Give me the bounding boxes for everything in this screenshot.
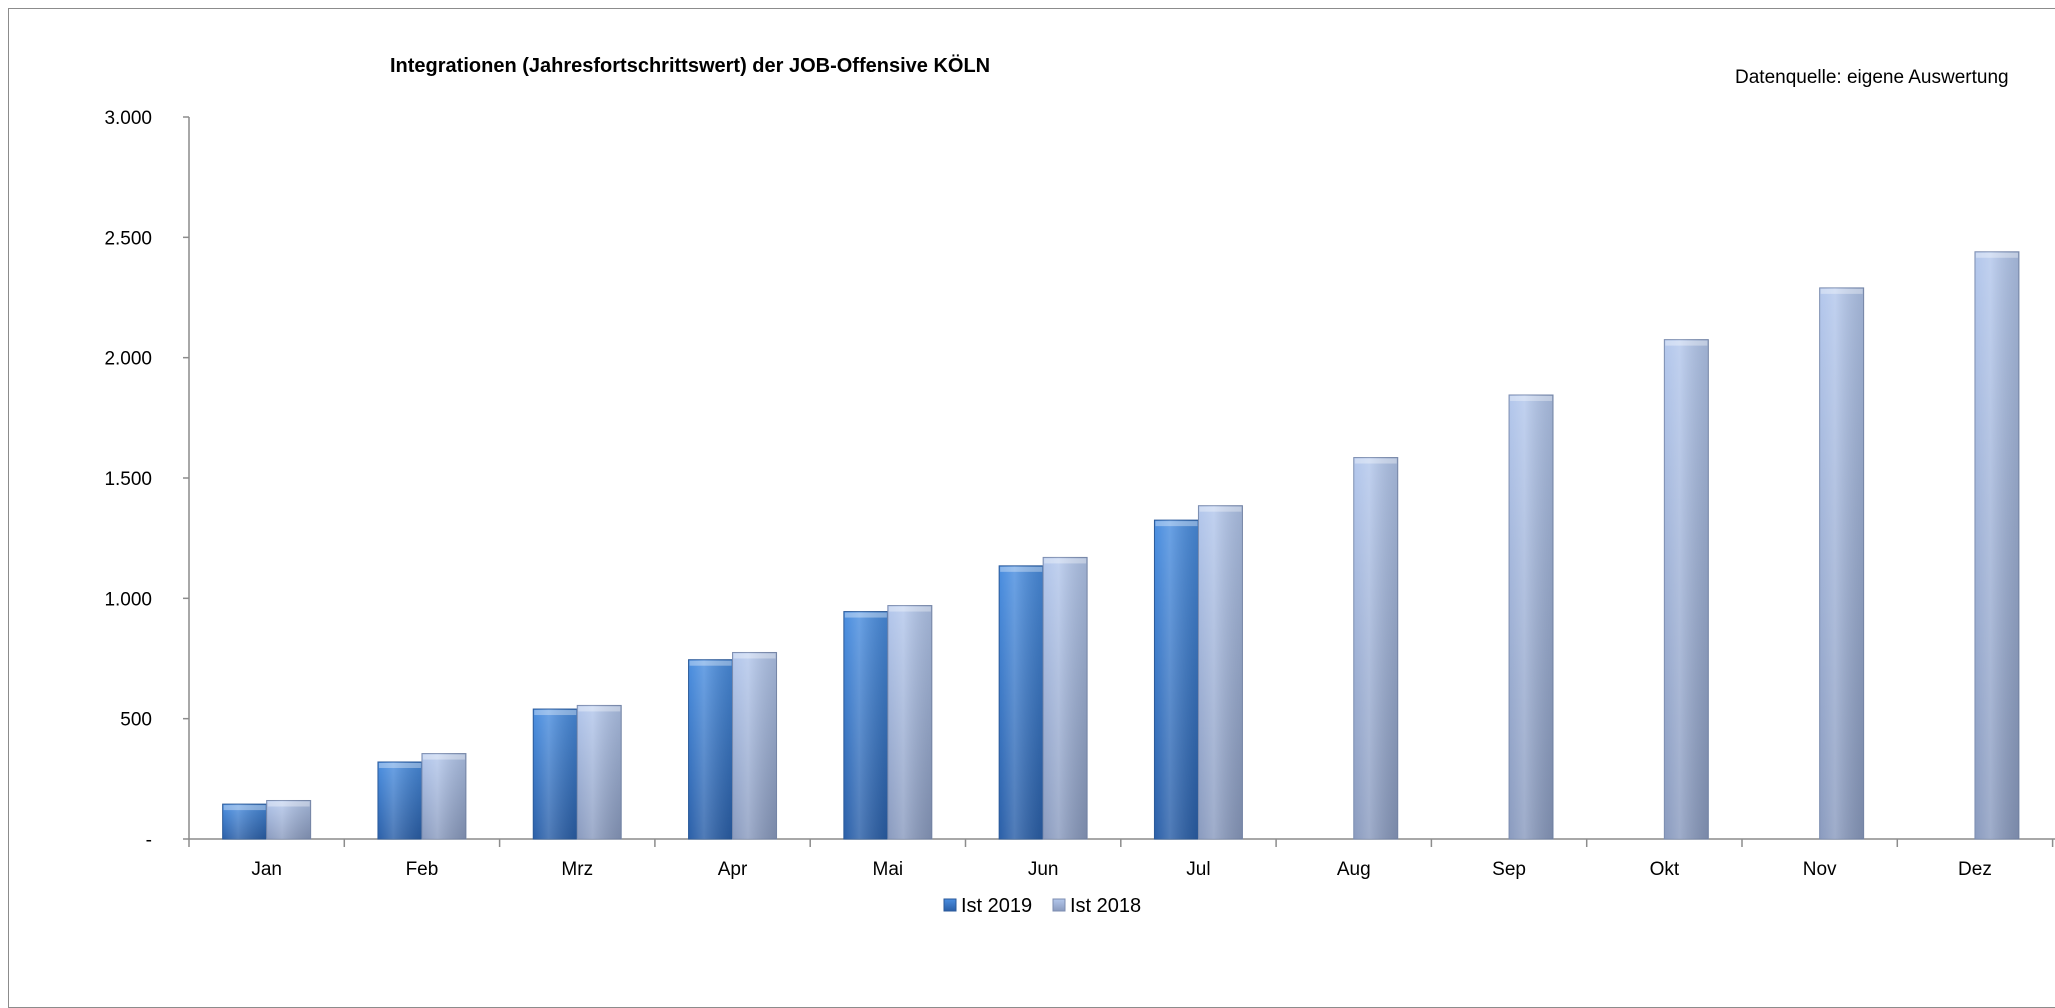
bar-ist-2018-jun — [1042, 556, 1088, 840]
legend-label: Ist 2018 — [1070, 895, 1141, 917]
x-tick-label: Apr — [718, 859, 748, 880]
y-tick-label: 3.000 — [104, 108, 152, 129]
x-tick-label: Sep — [1492, 859, 1526, 880]
legend: Ist 2019 Ist 2018 — [943, 895, 1141, 917]
bar-ist-2018-mai — [887, 605, 933, 840]
bar-ist-2019-jun — [998, 565, 1044, 840]
y-tick-label: 500 — [120, 710, 152, 731]
y-tick-label: 1.500 — [104, 469, 152, 490]
bar-ist-2019-feb — [377, 761, 423, 840]
legend-label: Ist 2019 — [961, 895, 1032, 917]
bar-ist-2019-jan — [222, 803, 268, 840]
y-tick-label: 1.000 — [104, 589, 152, 610]
bar-ist-2019-apr — [688, 659, 734, 840]
x-tick-label: Jun — [1028, 859, 1059, 880]
legend-item-ist-2019: Ist 2019 — [943, 895, 1032, 917]
bar-ist-2018-nov — [1819, 287, 1865, 840]
bar-ist-2019-mrz — [532, 708, 578, 840]
bar-ist-2019-mai — [843, 611, 889, 840]
plot-area: - 500 1.000 1.500 2.000 2.500 3.000 Jan Feb Mrz Ap… — [104, 108, 2055, 880]
bar-ist-2018-okt — [1663, 339, 1709, 840]
bar-ist-2018-mrz — [576, 704, 622, 840]
chart-title: Integrationen (Jahresfortschrittswert) d… — [390, 54, 990, 77]
bar-ist-2018-aug — [1353, 457, 1399, 840]
x-tick-label: Mrz — [561, 859, 593, 880]
x-tick-label: Mai — [873, 859, 904, 880]
bar-ist-2019-jul — [1153, 519, 1199, 840]
bar-ist-2018-sep — [1508, 394, 1554, 840]
y-tick-label: - — [146, 830, 152, 851]
bar-ist-2018-jul — [1197, 505, 1243, 840]
x-tick-label: Aug — [1337, 859, 1371, 880]
bar-ist-2018-dez — [1974, 251, 2020, 840]
x-tick-label: Feb — [406, 859, 439, 880]
chart: Integrationen (Jahresfortschrittswert) d… — [104, 54, 2055, 917]
legend-swatch — [943, 898, 957, 912]
bar-ist-2018-feb — [421, 753, 467, 840]
x-tick-label: Okt — [1650, 859, 1680, 880]
x-tick-label: Jul — [1186, 859, 1210, 880]
legend-swatch — [1052, 898, 1066, 912]
y-tick-label: 2.000 — [104, 349, 152, 370]
x-tick-label: Jan — [251, 859, 282, 880]
x-tick-label: Dez — [1958, 859, 1992, 880]
bar-ist-2018-apr — [732, 651, 778, 840]
legend-item-ist-2018: Ist 2018 — [1052, 895, 1141, 917]
source-note: Datenquelle: eigene Auswertung — [1735, 67, 2009, 88]
x-tick-label: Nov — [1803, 859, 1837, 880]
y-tick-label: 2.500 — [104, 228, 152, 249]
bar-ist-2018-jan — [266, 799, 312, 840]
